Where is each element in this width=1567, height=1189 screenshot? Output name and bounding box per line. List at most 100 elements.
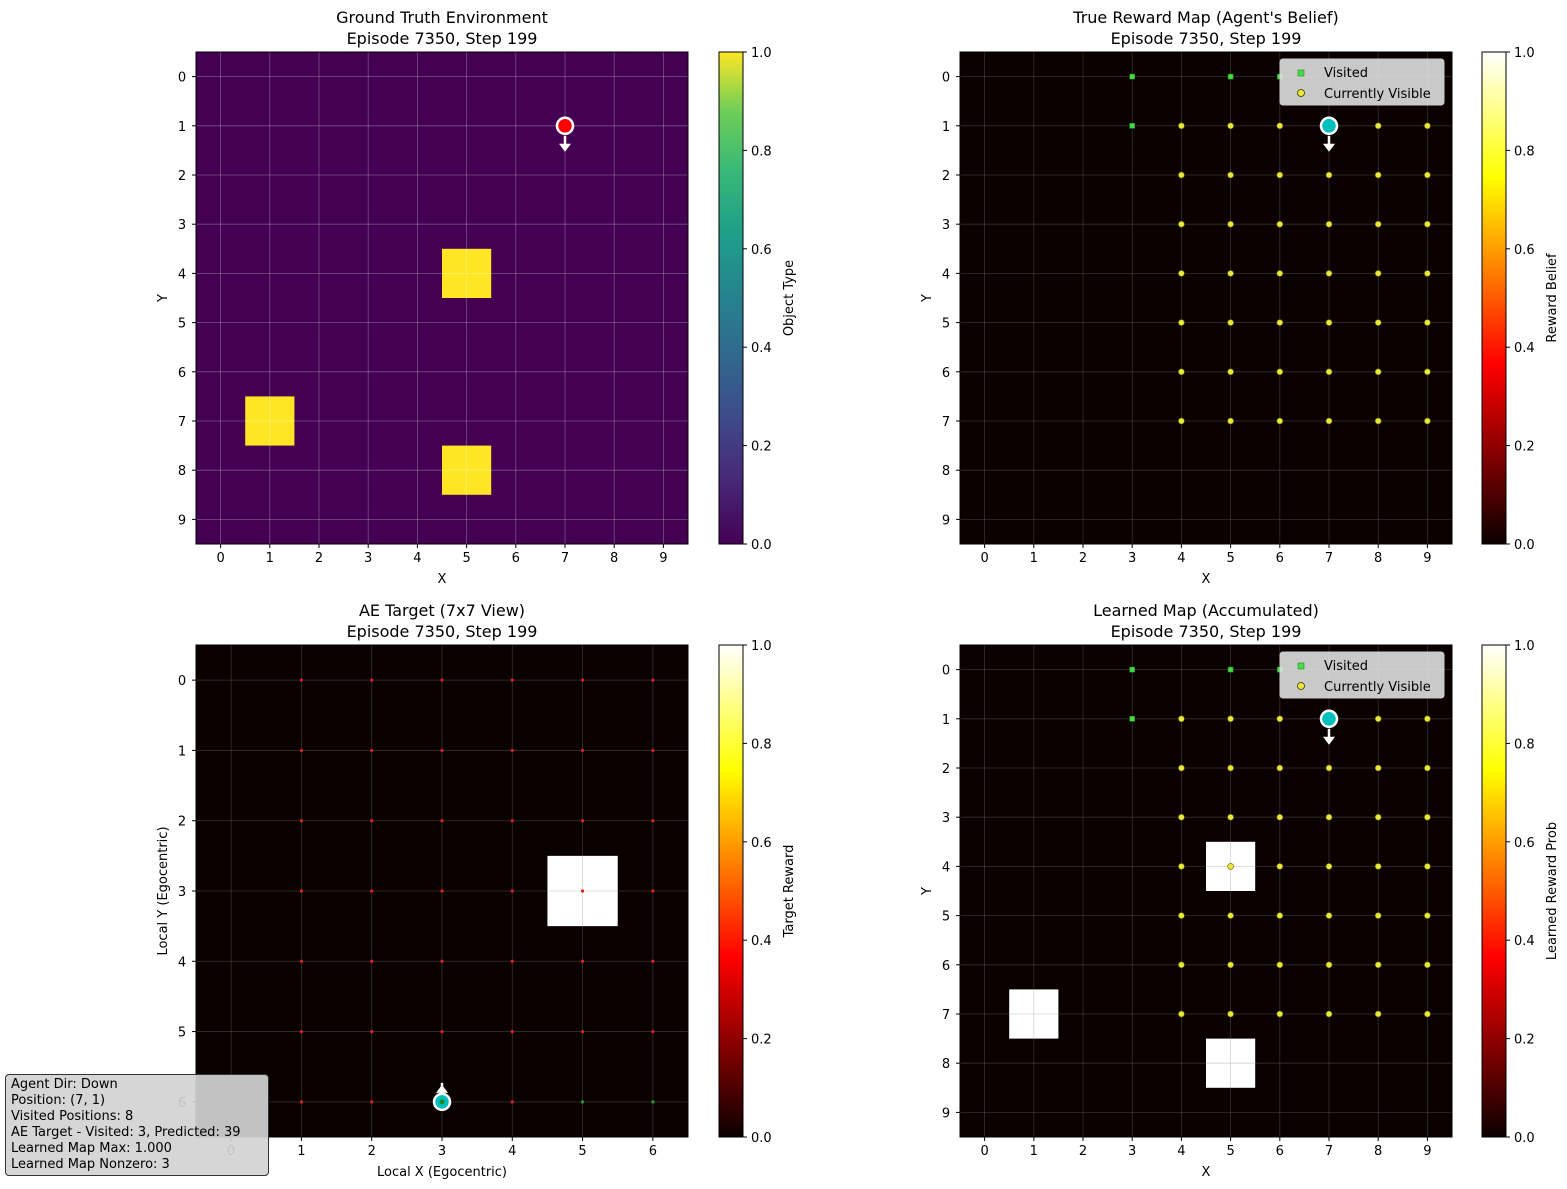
predicted-marker [370,678,374,682]
visible-marker [1178,1010,1185,1018]
visible-marker [1227,417,1234,425]
visible-marker [1178,764,1185,772]
x-tick-label: 1 [1030,551,1038,566]
panel-subtitle: Episode 7350, Step 199 [1111,29,1302,48]
panel-true-reward: True Reward Map (Agent's Belief) Episode … [920,8,1560,587]
heatmap-cell [1009,989,1059,1039]
x-tick-label: 8 [1374,1144,1382,1159]
info-line: Visited Positions: 8 [11,1109,134,1124]
visible-marker [1325,270,1333,277]
visible-marker [1424,863,1431,870]
visible-marker [1325,1010,1333,1018]
y-tick-label: 3 [178,218,186,233]
agent-marker [1319,709,1339,729]
y-axis-label: Y [920,887,935,896]
colorbar-tick-label: 1.0 [1514,639,1535,654]
visible-marker [1374,368,1382,376]
visible-marker [1227,270,1234,277]
y-axis-label: Local Y (Egocentric) [156,826,171,955]
predicted-marker [440,889,444,893]
predicted-marker [510,959,514,963]
x-tick-label: 6 [1276,1144,1284,1159]
colorbar-label: Object Type [782,260,797,336]
axes-frame [195,51,689,545]
y-tick-label: 3 [942,811,950,826]
visible-marker [1374,813,1382,821]
colorbar-tick-label: 0.2 [1514,440,1535,455]
visible-marker [1325,368,1333,376]
y-tick-label: 1 [178,120,186,135]
panel-subtitle: Episode 7350, Step 199 [347,622,538,641]
y-tick-label: 1 [942,713,950,728]
panel-ground-truth: Ground Truth Environment Episode 7350, St… [156,8,797,587]
x-tick-label: 1 [266,551,274,566]
visible-marker [1374,417,1382,425]
y-tick-label: 1 [942,120,950,135]
visible-marker [1424,270,1431,277]
legend-visible-marker [1297,89,1305,97]
visible-marker [1178,863,1185,870]
colorbar-label: Target Reward [782,845,797,939]
predicted-marker [510,678,514,682]
x-tick-label: 6 [649,1144,657,1159]
visible-marker [1325,813,1333,821]
visible-marker [1227,813,1234,821]
x-tick-label: 3 [1128,1144,1136,1159]
colorbar-tick-label: 0.0 [751,538,772,553]
predicted-marker [299,678,304,682]
panel-title: True Reward Map (Agent's Belief) [1072,8,1338,27]
x-tick-label: 8 [1374,551,1382,566]
x-tick-label: 7 [1325,1144,1333,1159]
visible-marker [1227,368,1234,376]
agent-direction-arrow-head [1323,143,1335,152]
predicted-marker [370,1100,374,1104]
agent-direction-arrow-head [1323,736,1335,745]
predicted-marker [299,1029,304,1034]
y-tick-label: 2 [178,169,186,184]
x-tick-label: 4 [508,1144,516,1159]
predicted-marker [370,959,374,963]
colorbar-tick-label: 1.0 [751,639,772,654]
y-tick-label: 6 [178,366,186,381]
info-line: AE Target - Visited: 3, Predicted: 39 [11,1125,241,1140]
predicted-marker [510,1100,514,1104]
agent-direction-arrow-head [559,143,571,152]
visible-marker [1325,863,1333,870]
colorbar-tick-label: 0.8 [751,144,772,159]
predicted-marker [651,819,655,823]
x-tick-label: 9 [1423,1144,1431,1159]
predicted-marker [299,959,304,963]
y-tick-label: 3 [942,218,950,233]
visible-marker [1325,220,1333,228]
x-axis-label: X [1202,572,1211,587]
predicted-marker [580,959,585,963]
colorbar-tick-label: 0.8 [1514,144,1535,159]
info-line: Agent Dir: Down [11,1077,118,1092]
visible-marker [1178,122,1185,130]
colorbar-tick-label: 0.4 [1514,934,1535,949]
x-tick-label: 9 [1423,551,1431,566]
visible-marker [1325,961,1333,969]
colorbar-tick-label: 1.0 [751,46,772,61]
visible-marker [1325,912,1333,919]
visited-marker [1227,73,1234,80]
x-tick-label: 2 [1079,1144,1087,1159]
visible-marker [1374,122,1382,130]
visited-marker [1129,715,1135,722]
colorbar-tick-label: 0.6 [1514,243,1535,258]
axes-frame [959,644,1453,1138]
predicted-marker [651,889,655,893]
y-tick-label: 0 [942,664,950,679]
x-tick-label: 1 [297,1144,305,1159]
visible-marker [1374,171,1382,179]
visible-marker [1424,1010,1431,1018]
colorbar-tick-label: 0.2 [1514,1033,1535,1048]
y-tick-label: 6 [942,959,950,974]
y-tick-label: 4 [942,860,950,875]
y-tick-label: 2 [942,762,950,777]
visible-marker [1424,171,1431,179]
x-tick-label: 5 [1226,551,1234,566]
visible-marker [1374,220,1382,228]
y-tick-label: 5 [942,910,950,925]
visible-marker [1374,1010,1382,1018]
